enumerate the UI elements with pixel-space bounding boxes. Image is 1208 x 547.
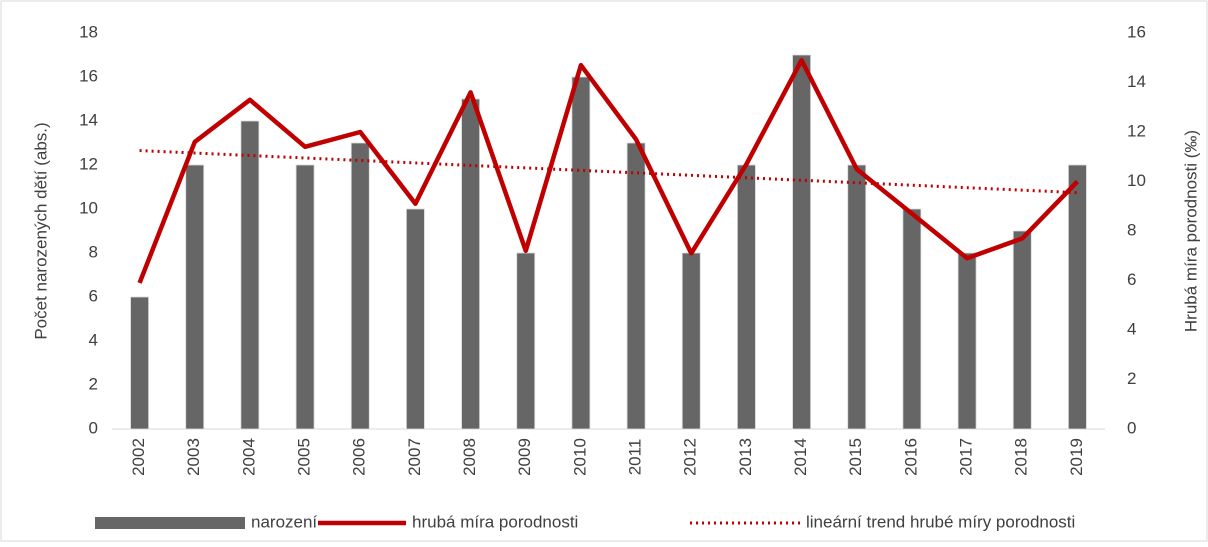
trend-line	[139, 149, 1078, 195]
x-tick-label: 2011	[626, 439, 645, 476]
y2-tick-label: 4	[1127, 319, 1136, 338]
x-tick-label: 2014	[791, 438, 810, 476]
y2-tick-label: 14	[1127, 72, 1146, 91]
legend-label: lineární trend hrubé míry porodnosti	[806, 512, 1075, 531]
x-tick-label: 2006	[350, 438, 369, 476]
y-tick-label: 2	[89, 374, 98, 393]
bar	[130, 296, 149, 430]
bar	[1012, 230, 1032, 430]
x-tick-label: 2010	[570, 438, 589, 476]
x-tick-label: 2003	[184, 438, 203, 476]
bar	[626, 142, 646, 430]
y2-tick-label: 6	[1127, 270, 1136, 289]
y-tick-label: 6	[89, 286, 98, 305]
x-tick-label: 2009	[515, 438, 534, 476]
x-tick-label: 2015	[846, 438, 865, 476]
y2-tick-label: 0	[1127, 418, 1136, 437]
y-tick-label: 18	[79, 22, 98, 41]
line	[137, 57, 1080, 284]
bar	[737, 164, 756, 430]
y-tick-label: 4	[89, 330, 98, 349]
bar	[516, 252, 536, 430]
x-tick-label: 2008	[460, 438, 479, 476]
legend-label: hrubá míra porodnosti	[412, 512, 578, 531]
bar	[240, 120, 260, 430]
bar	[847, 164, 867, 430]
y-axis-label: Počet narozených dětí (abs.)	[31, 122, 50, 339]
x-tick-label: 2013	[736, 438, 755, 476]
legend-label: narození	[251, 512, 317, 531]
bar	[792, 54, 811, 430]
legend-swatch	[95, 517, 245, 529]
y2-tick-label: 12	[1127, 121, 1146, 140]
y-tick-label: 8	[89, 242, 98, 261]
bar	[295, 164, 315, 430]
y-tick-label: 12	[79, 154, 98, 173]
y-tick-label: 16	[79, 66, 98, 85]
x-tick-label: 2007	[405, 438, 424, 476]
bar	[571, 76, 591, 430]
y2-axis-label: Hrubá míra porodnosti (‰)	[1181, 130, 1200, 332]
bar	[185, 164, 205, 430]
x-tick-label: 2005	[295, 438, 314, 476]
x-tick-label: 2012	[681, 438, 700, 476]
x-tick-label: 2002	[129, 438, 148, 476]
x-tick-label: 2018	[1012, 438, 1031, 476]
x-tick-label: 2016	[901, 438, 920, 476]
bar	[902, 208, 922, 430]
bar	[350, 142, 370, 430]
y2-tick-label: 10	[1127, 171, 1146, 190]
bar	[406, 208, 425, 430]
bar	[461, 98, 480, 430]
y2-tick-label: 16	[1127, 22, 1146, 41]
y2-tick-label: 8	[1127, 220, 1136, 239]
x-tick-label: 2019	[1067, 438, 1086, 476]
bar	[681, 252, 701, 430]
y-tick-label: 0	[89, 418, 98, 437]
y-tick-label: 10	[79, 198, 98, 217]
x-tick-label: 2017	[957, 438, 976, 476]
bar	[957, 252, 977, 430]
y2-tick-label: 2	[1127, 369, 1136, 388]
x-tick-label: 2004	[239, 438, 258, 476]
bar	[1068, 164, 1087, 430]
y-tick-label: 14	[79, 110, 98, 129]
